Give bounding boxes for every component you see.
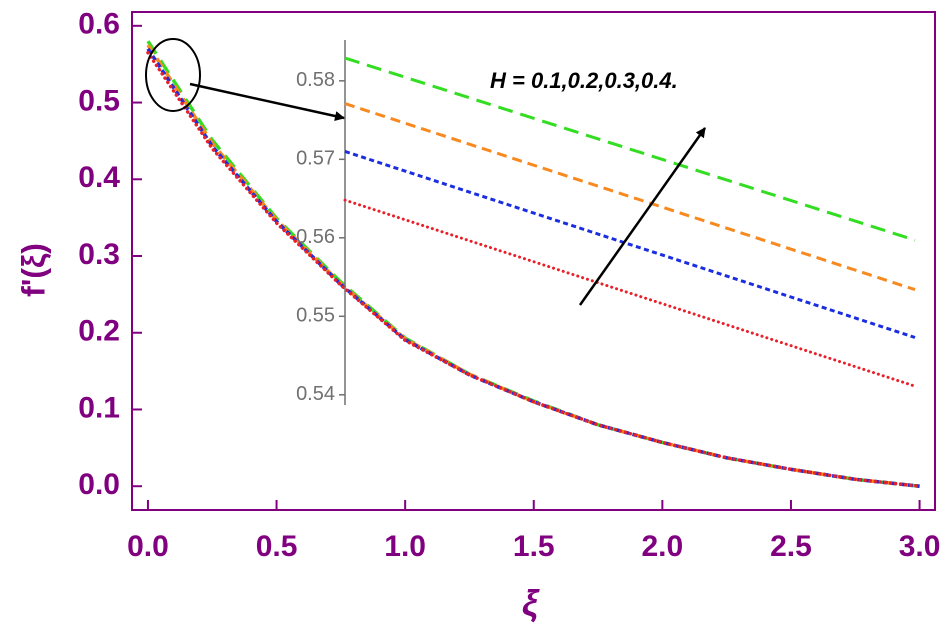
plots: 0.0 0.1 0.2 0.3 0.4 0.5 0.6 0.0 0.5 1.0 1.5 2.0 2.5 3… <box>78 8 940 563</box>
y-tick-label: 0.55 <box>296 305 335 327</box>
x-tick-label: 1.5 <box>513 530 555 563</box>
y-tick-label: 0.56 <box>296 226 335 248</box>
zoom-ellipse <box>145 38 201 112</box>
series-line <box>146 50 922 488</box>
zoom-arrow <box>189 82 345 121</box>
y-tick-label: 0.57 <box>296 148 335 170</box>
series-line <box>344 102 916 292</box>
series-line <box>146 44 920 488</box>
y-axis-label: f'(ξ) <box>15 243 51 297</box>
series-line <box>343 198 917 388</box>
x-tick-label: 1.0 <box>384 530 426 563</box>
trend-arrow <box>578 127 707 306</box>
series-line <box>146 40 920 488</box>
y-tick-label: 0.2 <box>78 315 120 348</box>
y-tick-label: 0.3 <box>78 238 120 271</box>
x-tick-label: 3.0 <box>899 530 941 563</box>
y-tick-label: 0.1 <box>78 391 120 424</box>
x-axis-label: ξ <box>522 583 540 624</box>
series-line <box>344 150 916 339</box>
y-tick-label: 0.0 <box>78 468 120 501</box>
annotation: H = 0.1,0.2,0.3,0.4. <box>490 68 678 93</box>
y-tick-label: 0.58 <box>296 69 335 91</box>
y-tick-label: 0.6 <box>78 8 120 41</box>
x-tick-label: 2.5 <box>770 530 812 563</box>
y-tick-label: 0.54 <box>296 383 335 405</box>
series-line <box>146 47 920 488</box>
x-tick-label: 0.5 <box>256 530 298 563</box>
x-tick-label: 2.0 <box>642 530 684 563</box>
series-line <box>344 56 916 242</box>
y-tick-label: 0.4 <box>78 161 120 194</box>
y-tick-label: 0.5 <box>78 84 120 117</box>
x-tick-label: 0.0 <box>127 530 169 563</box>
